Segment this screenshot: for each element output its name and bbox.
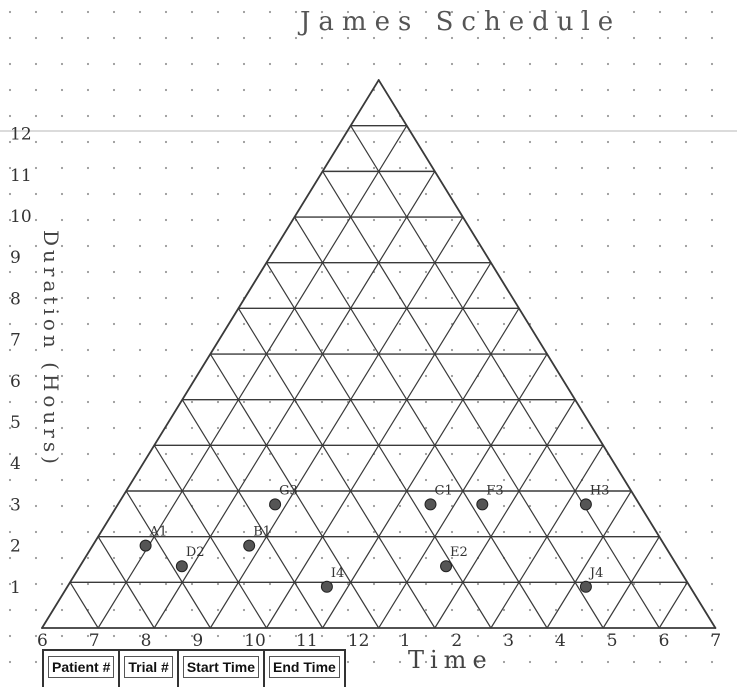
y-tick-label: 4 <box>10 454 21 474</box>
schedule-point <box>139 539 152 552</box>
x-tick-label: 4 <box>555 631 566 651</box>
schedule-point <box>440 560 453 573</box>
diagram-title: James Schedule <box>297 7 621 37</box>
y-tick-label: 12 <box>10 125 32 145</box>
x-tick-label: 9 <box>192 631 203 651</box>
y-tick-label: 1 <box>10 578 21 598</box>
schedule-point <box>424 498 437 511</box>
triangular-lattice <box>41 79 717 629</box>
schedule-point <box>243 539 256 552</box>
table-header-patient: Patient # <box>44 651 121 687</box>
schedule-point-label: I4 <box>331 566 344 581</box>
schedule-point <box>579 498 592 511</box>
schedule-point-label: E2 <box>450 545 468 560</box>
x-tick-label: 5 <box>607 631 618 651</box>
x-tick-label: 11 <box>296 631 318 651</box>
schedule-point-label: D2 <box>186 545 205 560</box>
x-tick-label: 10 <box>244 631 266 651</box>
y-tick-label: 3 <box>10 495 21 515</box>
schedule-point-label: H3 <box>590 483 610 498</box>
table-header-end-time: End Time <box>265 651 344 687</box>
schedule-point <box>476 498 489 511</box>
x-tick-label: 6 <box>659 631 670 651</box>
schedule-point <box>579 580 592 593</box>
y-tick-label: 10 <box>10 207 32 227</box>
schedule-points: A1 B1 C1 D2 E2 F3 G3 H3 I4 J4 <box>139 483 610 593</box>
table-header-start-time: Start Time <box>179 651 266 687</box>
schedule-point-label: C1 <box>435 483 453 498</box>
x-tick-label: 7 <box>710 631 721 651</box>
schedule-point-label: G3 <box>279 483 298 498</box>
x-axis-ticks: 6 7 8 9 10 11 12 1 2 3 4 5 6 7 <box>37 631 721 651</box>
y-axis-label: Duration (Hours) <box>39 230 63 468</box>
schedule-table-header: Patient # Trial # Start Time End Time <box>42 649 346 687</box>
y-tick-label: 8 <box>10 289 21 309</box>
y-tick-label: 6 <box>10 372 21 392</box>
y-tick-label: 11 <box>10 166 32 186</box>
schedule-point <box>175 560 188 573</box>
y-tick-label: 7 <box>10 331 21 351</box>
schedule-point-label: J4 <box>588 566 603 581</box>
schedule-point <box>320 580 333 593</box>
x-tick-label: 1 <box>400 631 411 651</box>
x-tick-label: 8 <box>141 631 152 651</box>
x-tick-label: 6 <box>37 631 48 651</box>
x-tick-label: 7 <box>89 631 100 651</box>
y-tick-label: 5 <box>10 413 21 433</box>
x-tick-label: 12 <box>348 631 370 651</box>
schedule-point-label: A1 <box>149 525 168 540</box>
schedule-point <box>269 498 282 511</box>
x-tick-label: 3 <box>503 631 514 651</box>
schedule-point-label: F3 <box>486 483 503 498</box>
x-axis-label: Time <box>408 646 493 674</box>
x-tick-label: 2 <box>451 631 462 651</box>
schedule-point-label: B1 <box>253 525 271 540</box>
y-tick-label: 2 <box>10 537 21 557</box>
y-tick-label: 9 <box>10 248 21 268</box>
table-header-trial: Trial # <box>120 651 179 687</box>
